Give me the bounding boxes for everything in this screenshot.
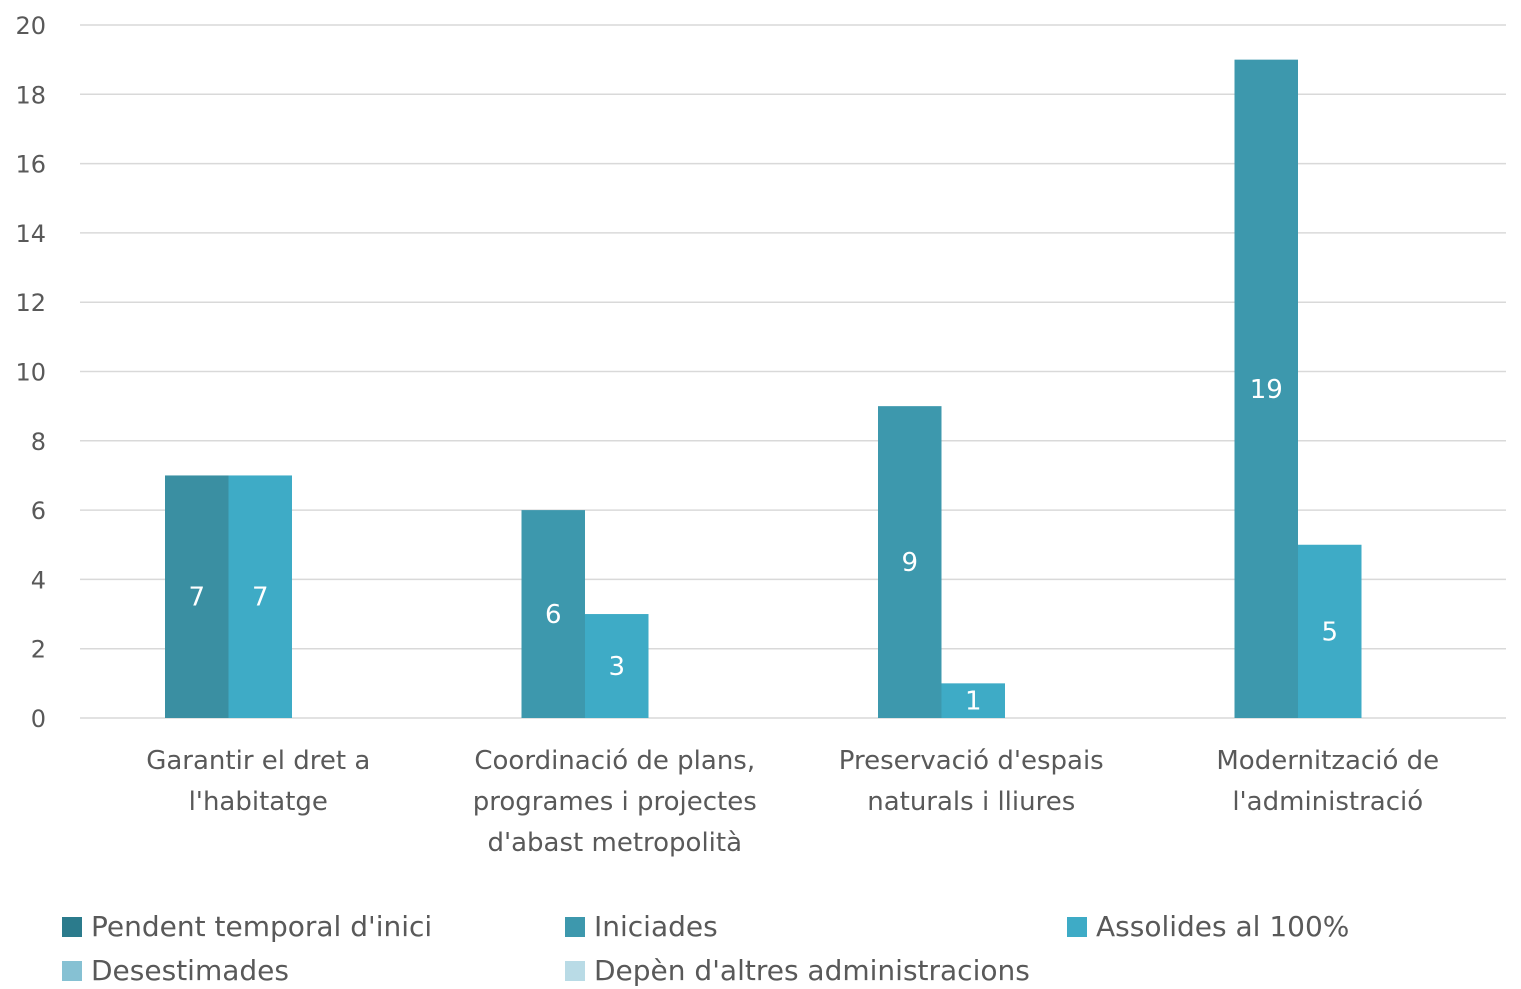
y-tick-label: 2 xyxy=(31,636,46,664)
bar-iniciades-1 xyxy=(521,510,585,718)
bar-iniciades-0 xyxy=(165,475,229,718)
category-label-line: programes i projectes xyxy=(473,787,757,817)
category-label-line: l'habitatge xyxy=(189,787,328,817)
data-label: 3 xyxy=(608,652,625,682)
bar-assolides-al-100--2 xyxy=(941,683,1005,718)
legend-label: Desestimades xyxy=(91,954,289,987)
y-tick-label: 0 xyxy=(31,705,46,733)
data-label: 5 xyxy=(1321,617,1338,647)
data-label: 9 xyxy=(901,548,918,578)
bar-assolides-al-100--0 xyxy=(228,475,292,718)
data-label: 7 xyxy=(188,583,205,613)
data-labels: 7 7 6 3 9 1 19 5 xyxy=(188,375,1338,717)
y-tick-label: 10 xyxy=(15,359,46,387)
data-label: 19 xyxy=(1250,375,1283,405)
y-tick-label: 18 xyxy=(15,81,46,109)
legend-label: Depèn d'altres administracions xyxy=(594,954,1030,987)
legend-swatch xyxy=(62,960,82,981)
legend-item: Pendent temporal d'inici xyxy=(62,910,432,943)
data-label: 6 xyxy=(545,600,562,630)
category-label-line: naturals i lliures xyxy=(867,787,1075,817)
data-label: 1 xyxy=(965,687,982,717)
category-label-line: Modernització de xyxy=(1216,746,1439,776)
y-tick-label: 8 xyxy=(31,428,46,456)
x-axis-category-labels: Garantir el dret a l'habitatge Coordinació… xyxy=(146,746,1439,858)
legend-swatch xyxy=(565,960,585,981)
legend-item: Assolides al 100% xyxy=(1067,910,1349,943)
y-tick-label: 12 xyxy=(15,289,46,317)
legend-swatch xyxy=(1067,916,1087,937)
bar-chart: 0 2 4 6 8 10 12 14 16 18 20 7 7 6 3 9 1 19 5 Garantir el … xyxy=(15,12,1506,858)
legend-swatch xyxy=(62,916,82,937)
bar-assolides-al-100--1 xyxy=(585,614,649,718)
legend-item: Iniciades xyxy=(565,910,718,943)
chart-legend: Pendent temporal d'inici Iniciades Assolid… xyxy=(62,910,1502,989)
y-axis-tick-labels: 0 2 4 6 8 10 12 14 16 18 20 xyxy=(15,12,46,733)
legend-label: Iniciades xyxy=(594,910,718,943)
legend-item: Depèn d'altres administracions xyxy=(565,954,1030,987)
y-tick-label: 4 xyxy=(31,566,46,594)
y-tick-label: 16 xyxy=(15,151,46,179)
data-label: 7 xyxy=(252,583,269,613)
legend-swatch xyxy=(565,916,585,937)
y-tick-label: 20 xyxy=(15,12,46,40)
bar-iniciades-3 xyxy=(1234,59,1298,718)
y-tick-label: 6 xyxy=(31,497,46,525)
category-label-line: Coordinació de plans, xyxy=(474,746,755,776)
category-label-line: Garantir el dret a xyxy=(146,746,370,776)
y-tick-label: 14 xyxy=(15,220,46,248)
bars xyxy=(165,59,1362,718)
bar-iniciades-2 xyxy=(878,406,942,718)
category-label-line: d'abast metropolità xyxy=(487,828,742,858)
category-label-line: l'administració xyxy=(1232,787,1423,817)
category-label-line: Preservació d'espais xyxy=(839,746,1104,776)
legend-item: Desestimades xyxy=(62,954,289,987)
legend-label: Assolides al 100% xyxy=(1096,910,1350,943)
legend-label: Pendent temporal d'inici xyxy=(91,910,433,943)
bar-assolides-al-100--3 xyxy=(1298,544,1362,718)
